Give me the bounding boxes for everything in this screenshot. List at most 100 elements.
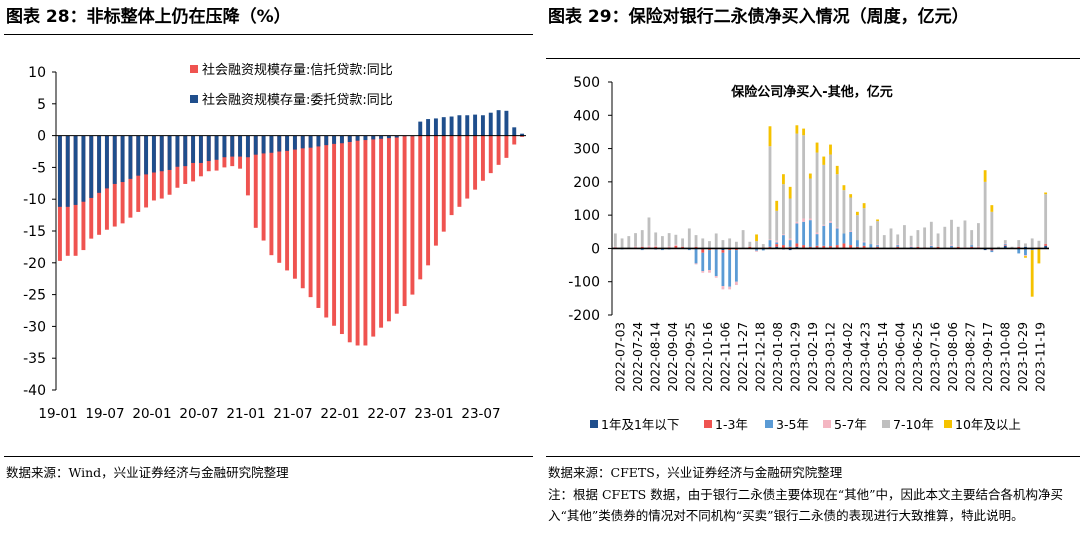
- stacked-bar-segment: [1044, 194, 1048, 245]
- stacked-bar-segment: [1044, 192, 1048, 195]
- left-source-rule: [4, 456, 533, 457]
- x-tick-label: 2023-08-27: [963, 322, 977, 392]
- legend-swatch: [590, 420, 598, 428]
- entrusted-loan-bar: [89, 135, 94, 198]
- stacked-bar-segment: [701, 238, 705, 249]
- stacked-bar-segment: [647, 217, 651, 246]
- x-tick-label: 2022-12-18: [754, 322, 768, 392]
- trust-loan-bar: [269, 135, 274, 256]
- stacked-bar-segment: [620, 238, 624, 249]
- stacked-bar-segment: [714, 276, 718, 278]
- stacked-bar-segment: [842, 185, 846, 191]
- stacked-bar-segment: [849, 231, 853, 246]
- entrusted-loan-bar: [433, 118, 438, 136]
- stacked-bar-segment: [661, 248, 664, 251]
- stacked-bar-segment: [708, 270, 711, 273]
- stacked-bar-segment: [782, 245, 785, 249]
- stacked-bar-segment: [977, 223, 980, 247]
- stacked-bar-segment: [714, 233, 718, 249]
- stacked-bar-segment: [1010, 246, 1014, 249]
- stacked-bar-segment: [929, 221, 933, 246]
- trust-loan-bar: [457, 135, 462, 207]
- stacked-bar-segment: [896, 244, 900, 246]
- stacked-bar-segment: [829, 154, 832, 222]
- stacked-bar-segment: [990, 249, 994, 251]
- x-tick-label: 2022-09-25: [684, 322, 698, 392]
- x-tick-label: 2023-11-19: [1033, 322, 1047, 392]
- entrusted-loan-bar: [238, 135, 243, 157]
- x-tick-label: 2023-08-06: [946, 322, 960, 392]
- stacked-bar-segment: [909, 246, 913, 248]
- trust-loan-bar: [371, 135, 376, 337]
- entrusted-loan-bar: [120, 135, 125, 183]
- stacked-bar-segment: [674, 244, 678, 246]
- right-note: 注：根据 CFETS 数据，由于银行二永债主要体现在“其他”中，因此本文主要结合…: [548, 487, 1063, 523]
- stacked-bar-segment: [802, 135, 806, 219]
- stacked-bar-segment: [849, 245, 853, 249]
- stacked-bar-segment: [983, 248, 987, 251]
- entrusted-loan-bar: [222, 135, 227, 158]
- x-tick-label: 21-01: [226, 406, 265, 422]
- x-tick-label: 2022-10-16: [701, 322, 715, 392]
- stacked-bar-segment: [788, 238, 792, 241]
- right-title-rule: [546, 58, 1080, 59]
- stacked-bar-segment: [1037, 240, 1041, 248]
- stacked-bar-segment: [970, 230, 974, 246]
- stacked-bar-segment: [734, 250, 738, 282]
- trust-loan-bar: [433, 135, 438, 246]
- stacked-bar-segment: [755, 241, 758, 248]
- entrusted-loan-bar: [363, 135, 368, 141]
- stacked-bar-segment: [768, 240, 772, 247]
- stacked-bar-segment: [728, 286, 732, 290]
- stacked-bar-segment: [721, 252, 725, 287]
- stacked-bar-segment: [755, 250, 758, 252]
- stacked-bar-segment: [956, 226, 960, 247]
- x-tick-label: 2023-04-23: [858, 322, 872, 392]
- entrusted-loan-bar: [167, 135, 172, 170]
- stacked-bar-segment: [674, 234, 678, 245]
- stacked-bar-segment: [714, 249, 718, 277]
- entrusted-loan-bar: [214, 135, 219, 160]
- stacked-bar-segment: [876, 244, 879, 246]
- stacked-bar-segment: [701, 252, 705, 272]
- stacked-bar-segment: [708, 248, 711, 251]
- stacked-bar-segment: [936, 246, 940, 249]
- legend-swatch: [882, 420, 890, 428]
- entrusted-loan-bar: [183, 135, 188, 167]
- x-tick-label: 2022-11-27: [736, 322, 750, 392]
- stacked-bar-segment: [795, 133, 799, 222]
- stacked-bar-segment: [761, 244, 765, 248]
- stacked-bar-segment: [1017, 248, 1021, 254]
- stacked-bar-segment: [782, 234, 785, 236]
- trust-loan-bar: [496, 135, 501, 165]
- entrusted-loan-bar: [159, 135, 164, 172]
- trust-loan-bar: [277, 135, 282, 263]
- stacked-bar-segment: [829, 144, 832, 155]
- entrusted-loan-bar: [230, 135, 235, 157]
- x-tick-label: 19-07: [85, 406, 124, 422]
- trust-loan-bar: [449, 135, 454, 216]
- x-tick-label: 2022-07-03: [614, 322, 628, 392]
- trust-loan-bar: [324, 135, 329, 318]
- chart-title: 保险公司净买入-其他，亿元: [730, 84, 892, 100]
- stacked-bar-segment: [1003, 240, 1007, 244]
- entrusted-loan-bar: [112, 135, 117, 184]
- stacked-bar-segment: [768, 239, 772, 241]
- stacked-bar-segment: [903, 225, 906, 249]
- entrusted-loan-bar: [175, 135, 180, 167]
- entrusted-loan-bar: [496, 110, 501, 136]
- legend-swatch: [704, 420, 712, 428]
- y-tick-label: -10: [23, 192, 46, 208]
- legend-label: 5-7年: [834, 417, 867, 432]
- trust-loan-bar: [465, 135, 470, 199]
- stacked-bar-segment: [963, 220, 967, 248]
- stacked-bar-segment: [822, 225, 826, 246]
- trust-loan-bar: [488, 135, 493, 174]
- entrusted-loan-bar: [457, 115, 462, 136]
- legend-label: 3-5年: [776, 417, 809, 432]
- stacked-bar-segment: [667, 246, 671, 248]
- stacked-bar-segment: [795, 223, 799, 244]
- stacked-bar-segment: [876, 221, 879, 245]
- y-tick-label: -40: [23, 383, 46, 399]
